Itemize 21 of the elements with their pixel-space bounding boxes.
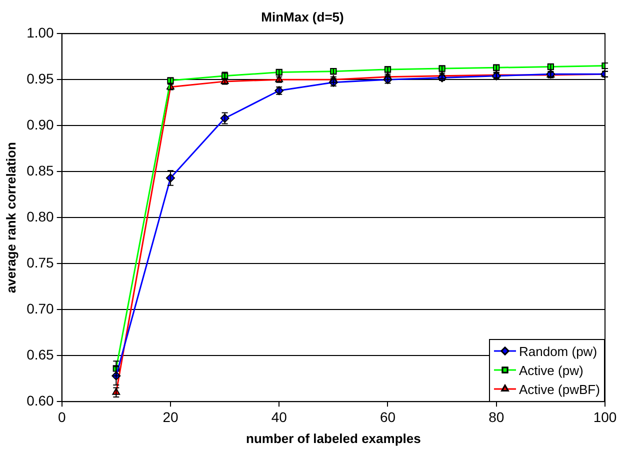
x-tick-label: 60 [380,408,396,425]
y-axis-title: average rank correlation [3,142,18,294]
legend-label: Active (pwBF) [519,382,600,397]
y-tick-label: 0.65 [26,346,54,362]
chart-title: MinMax (d=5) [261,9,344,24]
y-tick-label: 0.75 [26,254,54,270]
y-tick-label: 0.60 [26,392,54,408]
x-tick-label: 20 [162,408,178,425]
y-tick-label: 0.85 [26,162,54,178]
x-tick-label: 0 [58,408,66,425]
y-tick-label: 0.80 [26,208,54,224]
x-tick-label: 80 [488,408,504,425]
legend-label: Random (pw) [519,344,598,359]
y-tick-label: 0.90 [26,116,54,132]
y-tick-label: 0.95 [26,70,54,86]
x-tick-label: 40 [271,408,288,425]
legend-label: Active (pw) [519,362,584,378]
x-tick-label: 100 [593,408,617,425]
y-tick-label: 1.00 [26,24,54,40]
y-tick-label: 0.70 [26,300,54,316]
x-axis-title: number of labeled examples [246,430,421,446]
